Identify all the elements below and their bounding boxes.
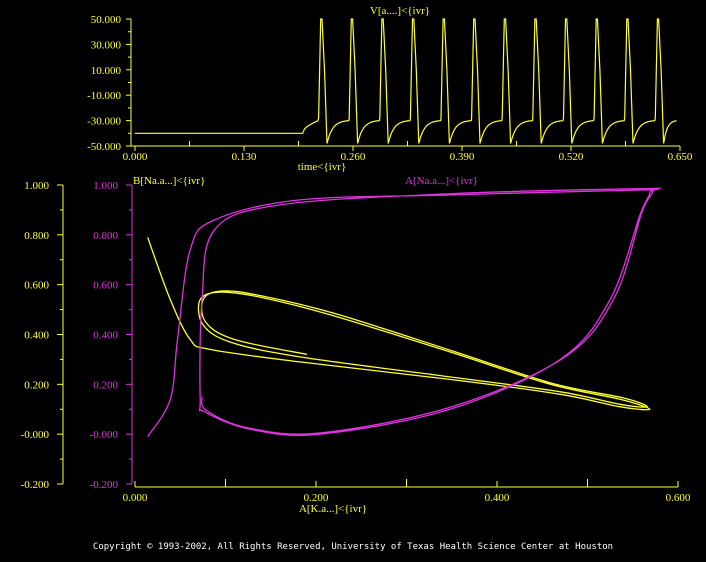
voltage-chart-xlabel: time<{ivr}: [298, 161, 347, 173]
x-tick-label: 0.650: [668, 151, 693, 163]
y-tick-label-left: -0.000: [21, 429, 50, 441]
y-tick-label-left: 0.200: [24, 379, 49, 391]
y-tick-label-right: 0.200: [93, 379, 118, 391]
a-na-trajectory: [147, 187, 661, 438]
y-tick-label: 30.000: [91, 39, 122, 51]
y-tick-label: -30.000: [87, 116, 121, 128]
x-tick-label: 0.130: [232, 151, 257, 163]
y-tick-label-right: -0.200: [90, 479, 119, 491]
y-tick-label-right: 0.600: [93, 280, 118, 292]
x-tick-label: 0.000: [123, 492, 148, 504]
y-tick-label: -10.000: [87, 90, 121, 102]
y-tick-label-right: 0.800: [93, 230, 118, 242]
x-tick-label: 0.400: [485, 492, 510, 504]
y-tick-label: -50.000: [87, 141, 121, 153]
y-tick-label-right: 0.400: [93, 330, 118, 342]
x-tick-label: 0.260: [341, 151, 366, 163]
y-tick-label-left: -0.200: [21, 479, 50, 491]
y-tick-label-right: 1.000: [93, 180, 118, 192]
x-tick-label: 0.000: [123, 151, 148, 163]
y-tick-label-left: 0.800: [24, 230, 49, 242]
legend-b-na: B[Na.a...]<{ivr}: [133, 175, 205, 187]
voltage-trace: [135, 18, 677, 144]
x-tick-label: 0.520: [559, 151, 584, 163]
y-tick-label-left: 0.400: [24, 330, 49, 342]
voltage-chart: V[a....]<{ivr} time<{ivr} 50.000 30.000 10…: [87, 5, 693, 173]
y-tick-label-left: 0.600: [24, 280, 49, 292]
phase-plane-xlabel: A[K.a...]<{ivr}: [299, 503, 367, 515]
b-na-trajectory: [147, 237, 651, 411]
y-tick-label: 10.000: [91, 65, 122, 77]
y-tick-label-left: 1.000: [24, 180, 49, 192]
x-tick-label: 0.200: [304, 492, 329, 504]
phase-plane-chart: B[Na.a...]<{ivr} A[Na.a...]<{ivr} A[K.a.…: [21, 175, 691, 515]
copyright-notice: Copyright © 1993-2002, All Rights Reserv…: [92, 542, 614, 552]
y-tick-label-right: -0.000: [90, 429, 119, 441]
y-tick-label: 50.000: [91, 14, 122, 26]
voltage-chart-title: V[a....]<{ivr}: [370, 5, 430, 17]
x-tick-label: 0.600: [666, 492, 691, 504]
legend-a-na: A[Na.a...]<{ivr}: [405, 175, 478, 187]
x-tick-label: 0.390: [450, 151, 475, 163]
